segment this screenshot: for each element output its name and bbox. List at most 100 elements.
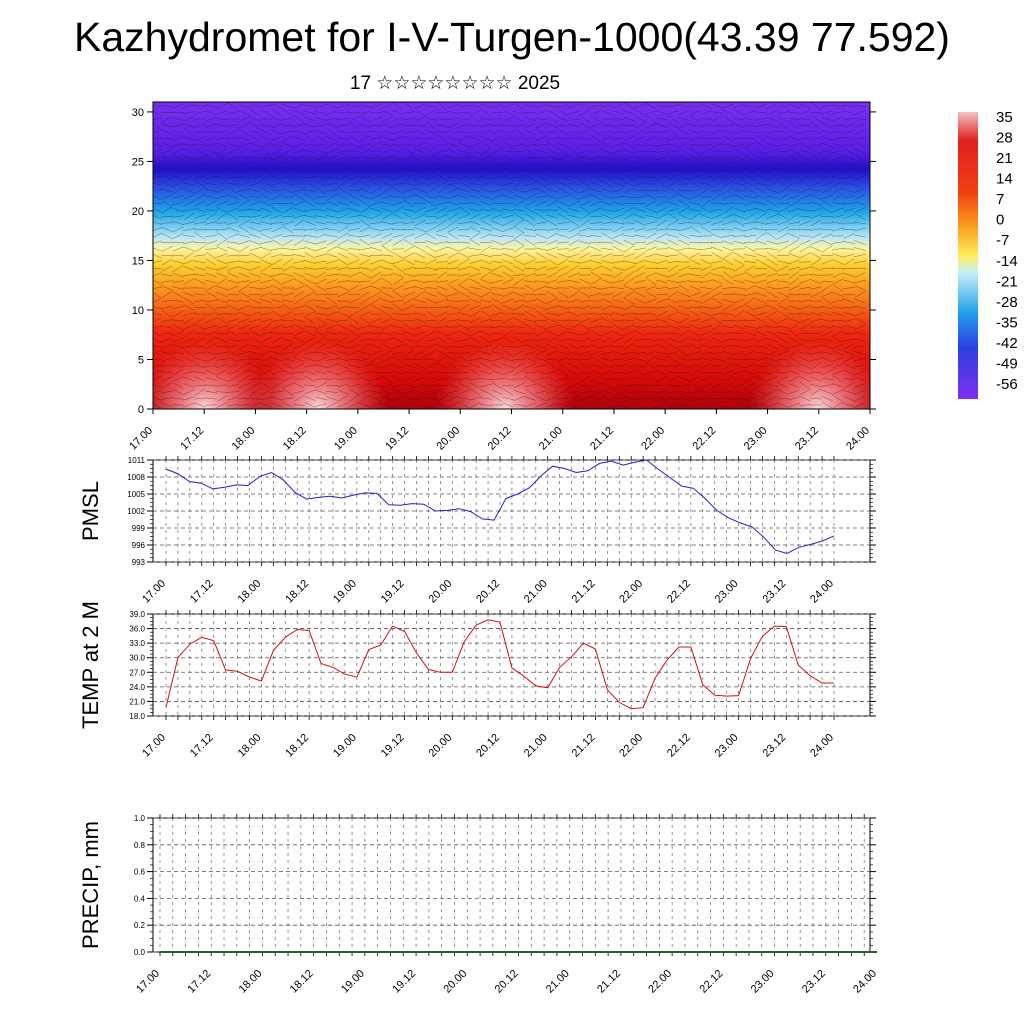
- wind-barb: [722, 176, 734, 179]
- wind-barb: [855, 154, 865, 162]
- wind-barb: [315, 111, 327, 114]
- wind-barb: [447, 390, 459, 394]
- wind-barb: [788, 271, 800, 279]
- wind-barb: [501, 345, 515, 348]
- wind-barb: [153, 208, 162, 213]
- wind-barb: [392, 356, 404, 363]
- wind-barb: [722, 206, 734, 214]
- wind-barb: [809, 306, 823, 309]
- wind-barb: [194, 187, 206, 194]
- wind-barb: [634, 279, 646, 284]
- wind-barb: [183, 246, 195, 252]
- wind-barb: [425, 181, 437, 187]
- wind-barb: [623, 135, 635, 142]
- wind-barb: [271, 377, 283, 381]
- wind-barb: [469, 265, 481, 272]
- wind-barb: [502, 214, 514, 219]
- wind-barb: [160, 254, 174, 257]
- wind-barb: [205, 299, 217, 303]
- wind-barb: [260, 299, 272, 303]
- wind-barb: [568, 168, 580, 174]
- wind-barb: [480, 245, 492, 253]
- wind-barb: [700, 306, 712, 309]
- wind-barb: [766, 304, 778, 311]
- wind-barb: [711, 273, 723, 277]
- wind-barb: [788, 344, 800, 349]
- wind-barb: [480, 188, 492, 193]
- wind-barb: [810, 318, 822, 323]
- wind-barb: [204, 384, 218, 387]
- wind-barb: [612, 202, 624, 205]
- wind-barb: [645, 200, 657, 207]
- wind-barb: [579, 331, 591, 336]
- wind-barb: [238, 136, 250, 141]
- wind-barb: [645, 338, 657, 342]
- wind-barb: [799, 175, 811, 180]
- wind-barb: [359, 304, 371, 311]
- wind-barb: [160, 222, 174, 224]
- wind-barb: [282, 402, 294, 408]
- wind-barb: [678, 312, 690, 316]
- wind-barb: [480, 266, 492, 271]
- wind-barb: [359, 206, 371, 214]
- wind-barb: [446, 345, 460, 348]
- wind-barb: [446, 378, 460, 380]
- wind-barb: [249, 318, 261, 323]
- wind-barb: [260, 344, 272, 349]
- wind-barb: [249, 311, 261, 317]
- wind-barb: [733, 324, 745, 330]
- wind-barb: [304, 220, 316, 226]
- wind-barb: [381, 267, 393, 270]
- wind-barb: [678, 390, 690, 394]
- wind-barb: [656, 169, 668, 173]
- wind-barb: [832, 350, 844, 356]
- wind-barb: [161, 337, 173, 343]
- wind-barb: [513, 317, 525, 324]
- wind-barb: [633, 306, 647, 309]
- wind-barb: [722, 338, 734, 342]
- wind-barb: [369, 137, 383, 140]
- x-tick-label: 18.00: [237, 968, 265, 996]
- wind-barb: [153, 161, 161, 169]
- wind-barb: [271, 129, 283, 135]
- wind-barb: [293, 161, 305, 168]
- wind-barb: [645, 362, 657, 370]
- wind-barb: [688, 241, 702, 244]
- wind-barb: [579, 187, 591, 194]
- wind-barb: [656, 201, 668, 206]
- y-tick-label: 1005: [127, 490, 145, 499]
- wind-barb: [502, 187, 514, 194]
- wind-barb: [678, 128, 690, 136]
- wind-barb: [293, 278, 305, 285]
- wind-barb: [193, 371, 207, 374]
- wind-barb: [458, 338, 470, 342]
- wind-barb: [348, 317, 360, 324]
- wind-barb: [226, 124, 240, 127]
- wind-barb: [809, 332, 823, 335]
- y-tick-label: 10: [132, 305, 144, 317]
- wind-barb: [370, 213, 382, 220]
- wind-barb: [688, 248, 702, 250]
- wind-barb: [249, 142, 261, 148]
- wind-barb: [282, 362, 294, 370]
- wind-barb: [161, 306, 173, 309]
- wind-barb: [854, 141, 866, 149]
- wind-barb: [238, 189, 250, 192]
- wind-barb: [194, 181, 206, 187]
- wind-barb: [194, 266, 206, 271]
- wind-barb: [601, 298, 613, 304]
- wind-barb: [843, 325, 855, 329]
- wind-barb: [183, 240, 195, 245]
- wind-barb: [744, 227, 756, 232]
- wind-barb: [677, 183, 691, 185]
- wind-barb: [723, 115, 733, 123]
- wind-barb: [304, 168, 316, 174]
- wind-barb: [821, 401, 833, 409]
- wind-barb: [458, 194, 470, 200]
- wind-barb: [227, 350, 239, 356]
- wind-barb: [579, 291, 591, 298]
- wind-barb: [744, 213, 756, 220]
- wind-barb: [458, 149, 470, 154]
- y-tick-label: 18.0: [129, 712, 145, 721]
- wind-barb: [227, 182, 239, 186]
